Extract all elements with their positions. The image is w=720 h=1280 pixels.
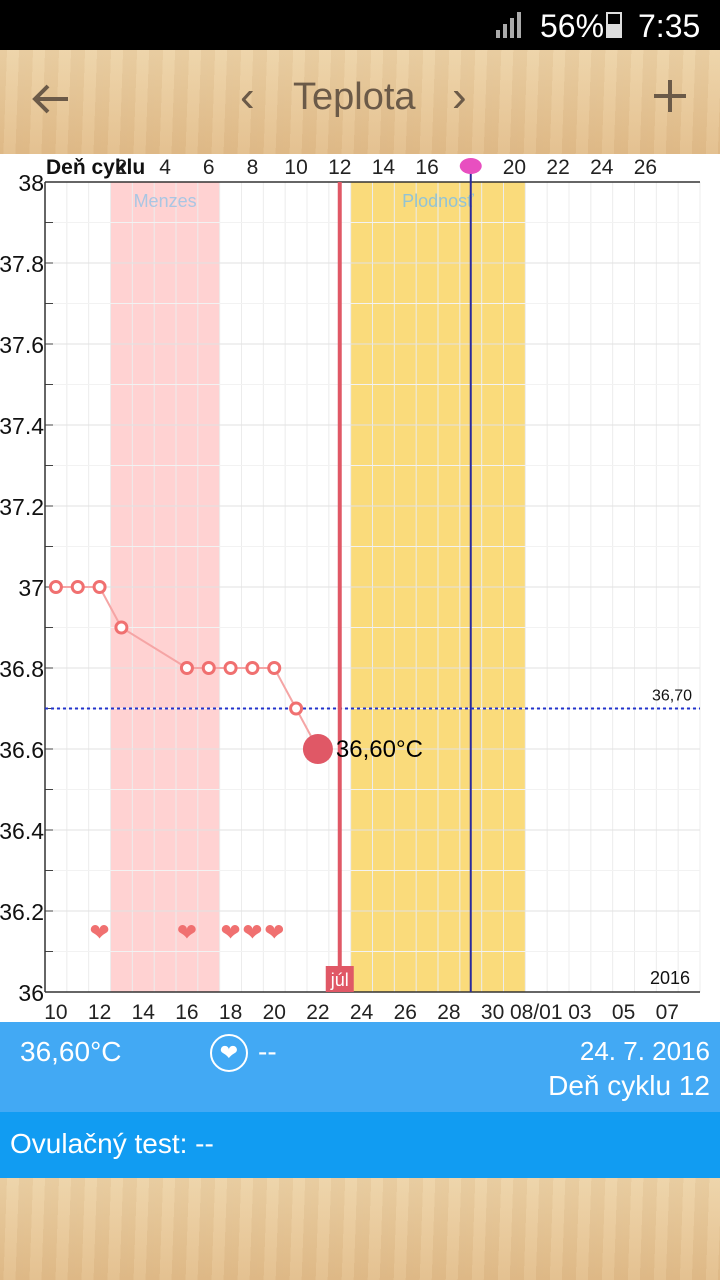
band-label: Menzes [134, 191, 197, 211]
data-point [179, 661, 194, 675]
temperature-chart[interactable]: Menzes Plodnosť 38 37.8 37.6 37.4 37.2 37 36.8 36… [0, 154, 720, 1024]
arrow-left-icon[interactable] [28, 76, 74, 122]
y-tick-label: 37.4 [0, 413, 44, 439]
top-tick-label: 2 [116, 156, 128, 179]
clock: 7:35 [638, 8, 701, 44]
battery-percent: 56% [540, 8, 605, 44]
bottom-tick-label: 18 [219, 1001, 242, 1022]
data-point [201, 661, 216, 675]
bottom-tick-label: 03 [568, 1001, 591, 1022]
top-tick-label: 10 [284, 156, 307, 179]
band-label: Plodnosť [402, 191, 474, 211]
ovulation-test-bar[interactable]: Ovulačný test: -- [0, 1112, 720, 1178]
heart-value: -- [258, 1036, 277, 1067]
data-point [267, 661, 282, 675]
heart-icon: ❤ [221, 918, 241, 946]
bottom-tick-label: 12 [88, 1001, 111, 1022]
heart-icon: ❤ [177, 918, 197, 946]
data-point [223, 661, 238, 675]
temperature-value: 36,60°C [20, 1036, 122, 1067]
status-bar: 56% 7:35 [0, 0, 720, 50]
bottom-tick-label: 30 [481, 1001, 504, 1022]
top-tick-label: 12 [328, 156, 351, 179]
bottom-tick-label: 28 [437, 1001, 460, 1022]
data-point [114, 620, 129, 635]
ovulation-marker [459, 158, 482, 174]
y-tick-label: 37.2 [0, 494, 44, 520]
top-tick-label: 16 [415, 156, 438, 179]
chevron-left-icon[interactable]: ‹ [240, 72, 255, 121]
y-tick-label: 36.4 [0, 818, 44, 844]
bottom-tick-label: 22 [306, 1001, 329, 1022]
y-tick-label: 37.8 [0, 251, 44, 277]
top-axis-label: Deň cyklu [46, 156, 145, 179]
month-badge [325, 966, 354, 992]
data-point [48, 580, 63, 594]
page-title: Teplota [293, 76, 416, 118]
top-tick-label: 6 [203, 156, 215, 179]
y-tick-label: 36.6 [0, 737, 44, 763]
data-point [70, 580, 85, 594]
bottom-tick-label: 14 [132, 1001, 156, 1022]
heart-icon: ❤ [264, 918, 284, 946]
coverline-label: 36,70 [652, 688, 692, 705]
y-tick-label: 36.8 [0, 656, 44, 682]
bottom-tick-label: 10 [44, 1001, 67, 1022]
year-label: 2016 [650, 968, 690, 988]
bottom-tick-label: 16 [175, 1001, 198, 1022]
bottom-tick-label: 26 [394, 1001, 417, 1022]
top-tick-label: 20 [503, 156, 526, 179]
heart-icon: ❤ [242, 918, 262, 946]
y-tick-label: 37.6 [0, 332, 44, 358]
chevron-right-icon[interactable]: › [452, 72, 467, 121]
month-label: júl [330, 970, 349, 990]
y-tick-label: 37 [18, 575, 44, 601]
y-tick-label: 36.2 [0, 899, 44, 925]
bottom-tick-label: 24 [350, 1001, 374, 1022]
toolbar: ‹ Teplota › [0, 50, 720, 154]
top-tick-label: 8 [247, 156, 259, 179]
heart-icon: ❤ [90, 918, 110, 946]
signal-icon [496, 12, 521, 38]
bottom-tick-label: 20 [263, 1001, 286, 1022]
y-tick-label: 36 [18, 980, 44, 1006]
date-label: 24. 7. 2016 [579, 1036, 710, 1066]
cycle-day-label: Deň cyklu 12 [548, 1070, 710, 1101]
bottom-tick-label: 07 [656, 1001, 679, 1022]
top-tick-label: 26 [634, 156, 657, 179]
battery-icon [606, 12, 622, 38]
data-point [92, 580, 107, 594]
top-tick-label: 14 [372, 156, 396, 179]
plus-icon[interactable] [650, 76, 690, 116]
y-tick-label: 38 [18, 170, 44, 196]
data-point [289, 701, 304, 716]
top-tick-label: 22 [546, 156, 569, 179]
chart-svg[interactable]: Menzes Plodnosť 38 37.8 37.6 37.4 37.2 37 36.8 36… [0, 154, 720, 1024]
bottom-background [0, 1178, 720, 1280]
heart-icon[interactable]: ❤ [210, 1034, 248, 1072]
bottom-tick-label: 05 [612, 1001, 635, 1022]
selected-point-label: 36,60°C [336, 736, 423, 763]
ovulation-test-label: Ovulačný test: -- [10, 1128, 214, 1159]
data-point [245, 661, 260, 675]
bottom-tick-label: 08/01 [510, 1001, 563, 1022]
top-tick-label: 4 [159, 156, 171, 179]
info-bar: 36,60°C ❤ -- 24. 7. 2016 Deň cyklu 12 [0, 1022, 720, 1112]
selected-data-point [302, 734, 333, 764]
top-tick-label: 24 [590, 156, 614, 179]
